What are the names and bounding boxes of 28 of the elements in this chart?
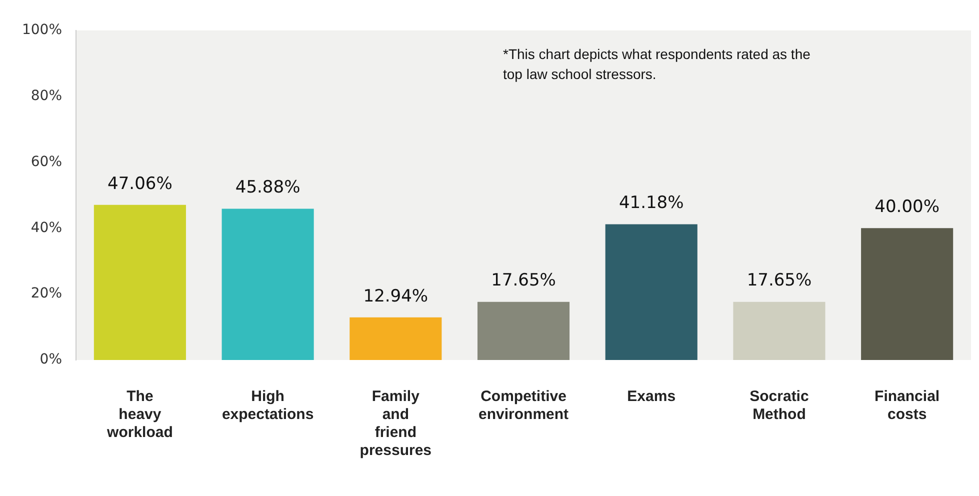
data-label: 12.94% xyxy=(363,286,428,306)
data-label: 47.06% xyxy=(108,174,172,194)
x-tick-label: Socratic Method xyxy=(750,388,809,424)
y-tick-label: 0% xyxy=(40,352,62,368)
data-label: 17.65% xyxy=(491,270,556,291)
x-tick-label: The heavy workload xyxy=(106,388,173,442)
y-tick-label: 60% xyxy=(30,154,62,170)
x-tick-label: Exams xyxy=(627,388,676,406)
y-tick-label: 100% xyxy=(22,22,62,38)
bar xyxy=(861,228,954,360)
y-tick-label: 80% xyxy=(30,88,62,104)
data-label: 40.00% xyxy=(874,197,940,218)
annotation: *This chart depicts what respondents rated as the top law school stressors. xyxy=(503,46,811,82)
x-tick-label: Financial costs xyxy=(874,388,940,424)
bar xyxy=(605,224,698,360)
y-tick-label: 40% xyxy=(30,220,62,236)
y-tick-label: 20% xyxy=(30,286,62,302)
x-tick-label: Family and friend pressures xyxy=(360,388,432,460)
bar xyxy=(222,208,314,360)
data-label: 41.18% xyxy=(618,193,684,214)
x-tick-label: Competitive environment xyxy=(478,388,569,424)
bar xyxy=(733,302,826,360)
bar xyxy=(477,302,570,360)
x-tick-label: High expectations xyxy=(222,388,314,424)
bar xyxy=(350,317,442,360)
data-label: 17.65% xyxy=(746,270,812,291)
bar xyxy=(94,204,186,360)
data-label: 45.88% xyxy=(235,178,300,198)
